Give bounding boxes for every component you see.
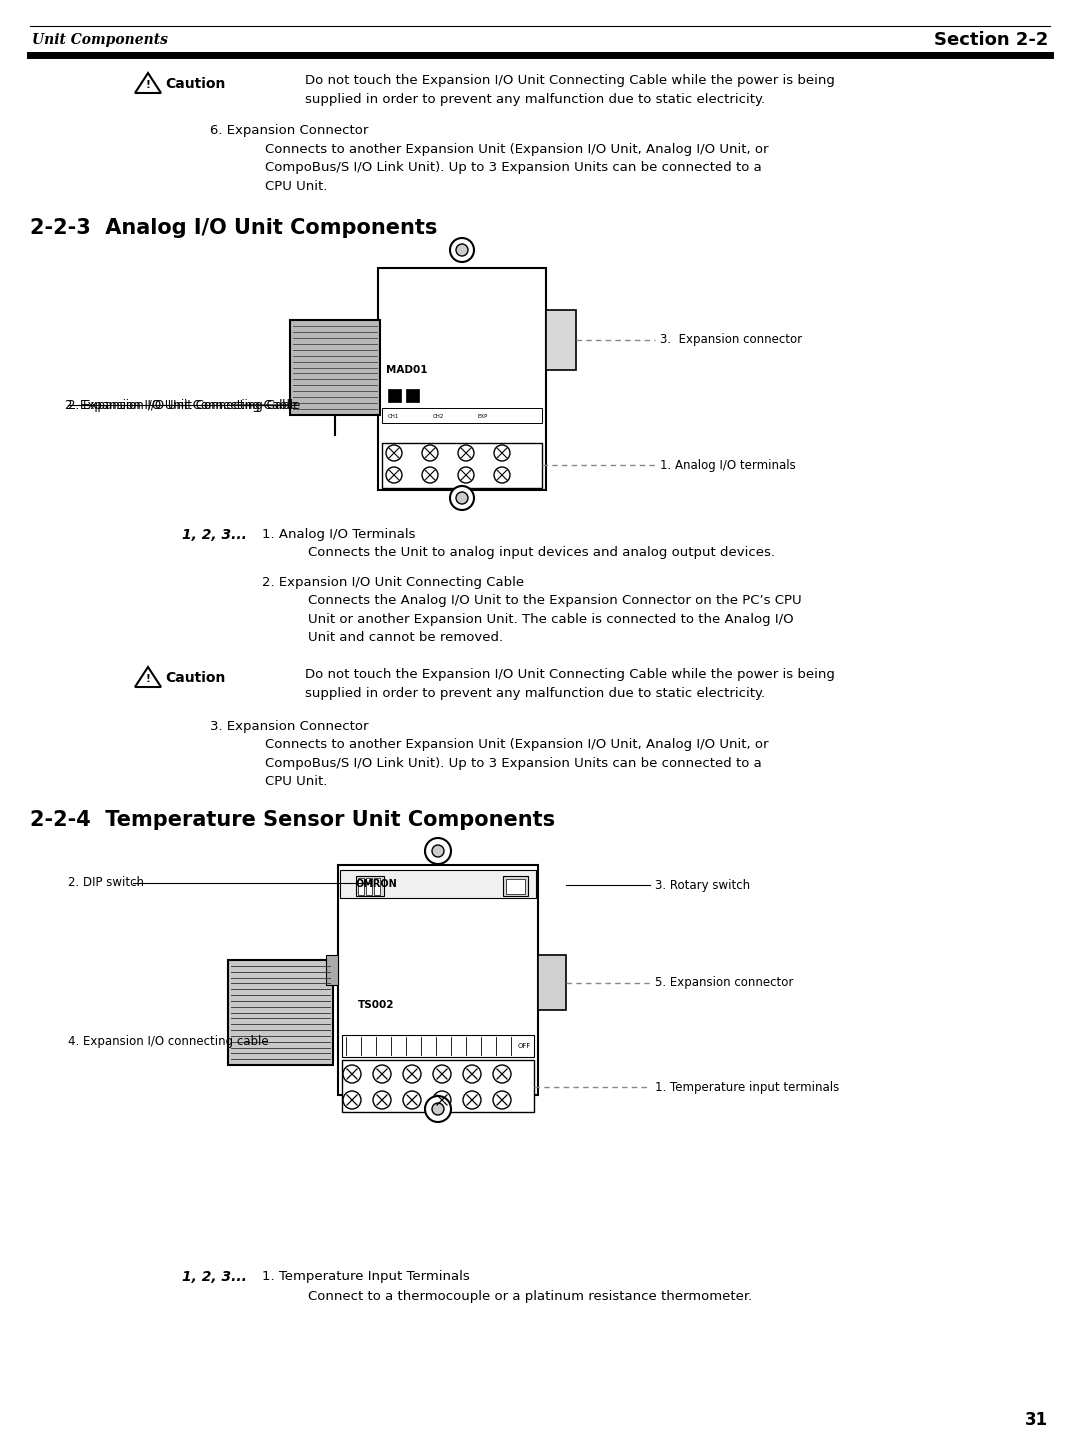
Text: 1. Analog I/O terminals: 1. Analog I/O terminals <box>660 459 796 472</box>
Bar <box>503 875 528 895</box>
Bar <box>374 878 380 895</box>
Text: Unit Components: Unit Components <box>32 33 167 47</box>
Bar <box>546 310 576 370</box>
Circle shape <box>433 1065 451 1083</box>
Text: 5. Expansion connector: 5. Expansion connector <box>654 976 794 989</box>
Text: CH1: CH1 <box>388 413 400 419</box>
Text: 2. Expansion I/O Unit Connecting Cable: 2. Expansion I/O Unit Connecting Cable <box>68 399 300 412</box>
Bar <box>228 960 333 1065</box>
Bar <box>291 320 380 415</box>
Text: Connect to a thermocouple or a platinum resistance thermometer.: Connect to a thermocouple or a platinum … <box>308 1290 753 1303</box>
Circle shape <box>422 466 438 484</box>
Text: Caution: Caution <box>165 672 226 684</box>
Circle shape <box>432 1104 444 1115</box>
Circle shape <box>456 244 468 255</box>
Text: 1, 2, 3...: 1, 2, 3... <box>183 528 247 542</box>
Circle shape <box>403 1091 421 1109</box>
Bar <box>326 956 338 984</box>
Circle shape <box>450 238 474 263</box>
Text: 2. DIP switch: 2. DIP switch <box>68 877 144 890</box>
Circle shape <box>426 1096 451 1122</box>
Circle shape <box>458 466 474 484</box>
Bar <box>356 875 384 895</box>
Text: 4. Expansion I/O connecting cable: 4. Expansion I/O connecting cable <box>68 1036 269 1049</box>
Text: 1. Temperature Input Terminals: 1. Temperature Input Terminals <box>262 1270 470 1283</box>
Text: 2. Expansion I/O Unit Connecting Cable: 2. Expansion I/O Unit Connecting Cable <box>65 399 297 412</box>
Bar <box>366 878 372 895</box>
Bar <box>406 389 419 402</box>
Bar <box>388 389 401 402</box>
Text: 3. Rotary switch: 3. Rotary switch <box>654 878 751 891</box>
Bar <box>338 865 538 1095</box>
Text: !: ! <box>146 673 150 683</box>
Circle shape <box>456 492 468 504</box>
Text: Connects to another Expansion Unit (Expansion I/O Unit, Analog I/O Unit, or
Comp: Connects to another Expansion Unit (Expa… <box>265 738 769 788</box>
Text: Connects to another Expansion Unit (Expansion I/O Unit, Analog I/O Unit, or
Comp: Connects to another Expansion Unit (Expa… <box>265 144 769 192</box>
Text: Caution: Caution <box>165 77 226 90</box>
Bar <box>382 443 542 488</box>
Text: Do not touch the Expansion I/O Unit Connecting Cable while the power is being
su: Do not touch the Expansion I/O Unit Conn… <box>305 669 835 699</box>
Circle shape <box>343 1065 361 1083</box>
Text: Section 2-2: Section 2-2 <box>933 32 1048 49</box>
Circle shape <box>492 1065 511 1083</box>
Circle shape <box>386 466 402 484</box>
Text: !: ! <box>146 79 150 89</box>
Bar <box>378 268 546 489</box>
Text: CH2: CH2 <box>433 413 444 419</box>
Text: Connects the Analog I/O Unit to the Expansion Connector on the PC’s CPU
Unit or : Connects the Analog I/O Unit to the Expa… <box>308 594 801 644</box>
Bar <box>342 1035 534 1058</box>
Text: MAD01: MAD01 <box>386 364 428 375</box>
Circle shape <box>373 1065 391 1083</box>
Text: 2-2-3  Analog I/O Unit Components: 2-2-3 Analog I/O Unit Components <box>30 218 437 238</box>
Circle shape <box>463 1091 481 1109</box>
Circle shape <box>426 838 451 864</box>
Text: 1, 2, 3...: 1, 2, 3... <box>183 1270 247 1284</box>
Bar <box>382 408 542 423</box>
Circle shape <box>373 1091 391 1109</box>
Circle shape <box>432 845 444 857</box>
Circle shape <box>494 445 510 461</box>
Text: 3.  Expansion connector: 3. Expansion connector <box>660 333 802 346</box>
Bar <box>340 870 536 898</box>
Text: 3. Expansion Connector: 3. Expansion Connector <box>210 720 368 733</box>
Circle shape <box>386 445 402 461</box>
Circle shape <box>463 1065 481 1083</box>
Text: 2-2-4  Temperature Sensor Unit Components: 2-2-4 Temperature Sensor Unit Components <box>30 809 555 829</box>
Text: TS002: TS002 <box>357 1000 394 1010</box>
Text: Connects the Unit to analog input devices and analog output devices.: Connects the Unit to analog input device… <box>308 545 775 560</box>
Bar <box>507 880 525 894</box>
Text: Do not touch the Expansion I/O Unit Connecting Cable while the power is being
su: Do not touch the Expansion I/O Unit Conn… <box>305 75 835 106</box>
Circle shape <box>492 1091 511 1109</box>
Circle shape <box>422 445 438 461</box>
Bar <box>357 878 364 895</box>
Bar <box>342 1060 534 1112</box>
Circle shape <box>450 486 474 509</box>
Text: 31: 31 <box>1025 1411 1048 1429</box>
Circle shape <box>403 1065 421 1083</box>
Bar <box>538 956 566 1010</box>
Text: EXP: EXP <box>478 413 488 419</box>
Text: 1. Temperature input terminals: 1. Temperature input terminals <box>654 1081 839 1093</box>
Text: OMRON: OMRON <box>356 880 397 890</box>
Circle shape <box>343 1091 361 1109</box>
Text: 1. Analog I/O Terminals: 1. Analog I/O Terminals <box>262 528 416 541</box>
Circle shape <box>433 1091 451 1109</box>
Circle shape <box>458 445 474 461</box>
Text: 2. Expansion I/O Unit Connecting Cable: 2. Expansion I/O Unit Connecting Cable <box>262 575 524 588</box>
Text: 6. Expansion Connector: 6. Expansion Connector <box>210 123 368 136</box>
Text: OFF: OFF <box>518 1043 531 1049</box>
Circle shape <box>494 466 510 484</box>
